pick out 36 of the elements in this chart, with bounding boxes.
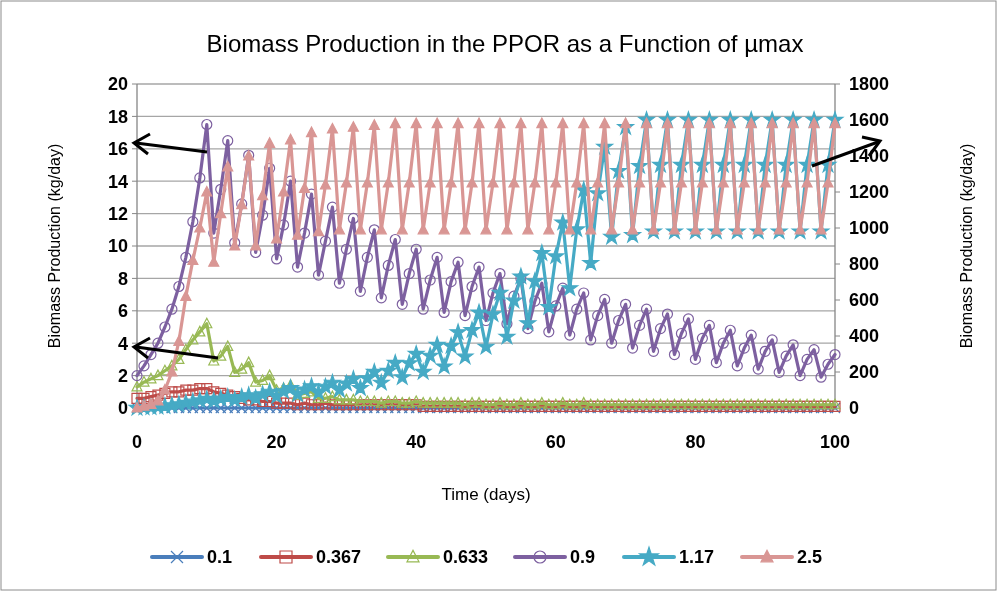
chart-title: Biomass Production in the PPOR as a Function of µmax: [206, 30, 804, 57]
y-tick-label: 8: [117, 268, 128, 289]
y-tick-label: 16: [107, 139, 128, 160]
y2-tick-label: 1800: [849, 74, 890, 95]
legend-label: 0.1: [207, 547, 233, 568]
y-tick-label: 20: [107, 74, 128, 95]
y2-tick-label: 1000: [849, 218, 890, 239]
y2-tick-label: 0: [849, 398, 860, 419]
x-tick-label: 40: [406, 432, 427, 452]
y-tick-label: 2: [117, 365, 128, 386]
y-tick-label: 18: [107, 106, 128, 127]
x-tick-label: 0: [131, 432, 143, 452]
y-axis-title: Biomass Production (kg/day): [46, 143, 63, 349]
x-tick-label: 100: [819, 432, 851, 452]
y2-axis-title: Biomass Production (kg/day): [958, 143, 975, 349]
legend-label: 0.633: [443, 547, 489, 568]
y2-tick-label: 400: [849, 326, 880, 347]
x-tick-label: 20: [266, 432, 287, 452]
y2-tick-label: 600: [849, 290, 880, 311]
legend-label: 1.17: [679, 547, 715, 568]
y2-tick-label: 800: [849, 254, 880, 275]
y-tick-label: 10: [107, 236, 128, 257]
x-axis-title: Time (days): [441, 485, 531, 504]
y2-tick-label: 1600: [849, 110, 890, 131]
y-tick-label: 12: [107, 203, 128, 224]
y-tick-label: 0: [117, 398, 128, 419]
y2-tick-label: 200: [849, 362, 880, 383]
legend-label: 0.367: [316, 547, 362, 568]
legend-label: 0.9: [570, 547, 596, 568]
x-tick-label: 80: [685, 432, 706, 452]
y2-tick-label: 1200: [849, 182, 890, 203]
y-tick-label: 6: [117, 301, 128, 322]
y-tick-label: 14: [107, 171, 128, 192]
y-tick-label: 4: [117, 333, 128, 354]
legend-label: 2.5: [797, 547, 823, 568]
x-tick-label: 60: [545, 432, 566, 452]
